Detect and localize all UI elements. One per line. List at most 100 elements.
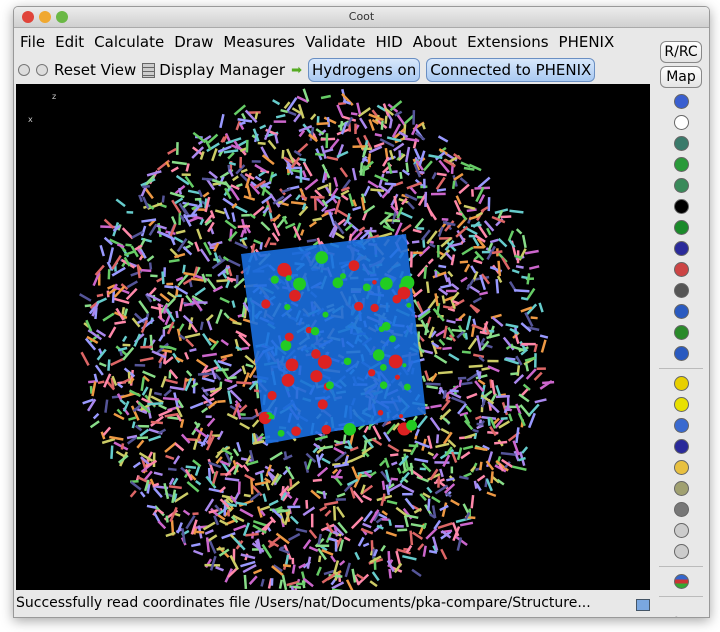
menu-extensions[interactable]: Extensions [467, 33, 549, 51]
bond [462, 445, 474, 451]
ligand-fit-icon[interactable] [673, 346, 689, 361]
menu-edit[interactable]: Edit [55, 33, 85, 51]
map-button[interactable]: Map [660, 66, 702, 88]
bond [164, 441, 177, 453]
phenix-connection-button[interactable]: Connected to PHENIX [426, 58, 596, 82]
bond [447, 439, 457, 448]
bond [317, 547, 327, 561]
bond [221, 531, 236, 540]
bond [108, 247, 115, 263]
menu-validate[interactable]: Validate [305, 33, 366, 51]
bond [158, 361, 163, 369]
add-atom-icon[interactable] [673, 418, 689, 433]
flag-icon[interactable] [673, 574, 689, 589]
bond [161, 195, 165, 203]
rotamer-green-icon[interactable] [673, 157, 689, 172]
bond [414, 131, 426, 141]
bond [472, 428, 479, 433]
bond [383, 220, 392, 230]
toolbar-back-icon[interactable] [18, 64, 30, 76]
bond [184, 377, 193, 392]
edit-chi-icon[interactable] [673, 304, 689, 319]
jiggle-fit-icon[interactable] [673, 220, 689, 235]
bond [161, 348, 173, 354]
bond [456, 330, 465, 339]
menu-file[interactable]: File [20, 33, 46, 51]
toolbar-stop-icon[interactable] [36, 64, 48, 76]
radiation-icon[interactable] [673, 397, 689, 412]
triangle-more-icon[interactable] [673, 199, 689, 214]
minimize-button[interactable] [39, 11, 51, 23]
bond [417, 543, 425, 551]
close-button[interactable] [22, 11, 34, 23]
zoom-button[interactable] [56, 11, 68, 23]
bond [315, 128, 325, 136]
menu-hid[interactable]: HID [375, 33, 403, 51]
reset-view-button[interactable]: Reset View [54, 61, 137, 79]
redo-icon[interactable] [673, 544, 689, 559]
bond [191, 382, 199, 388]
bond [286, 580, 300, 587]
bond [437, 370, 453, 375]
sphere-refine-icon[interactable] [673, 94, 689, 109]
menu-draw[interactable]: Draw [174, 33, 214, 51]
menu-calculate[interactable]: Calculate [94, 33, 165, 51]
bond [349, 446, 359, 452]
trash-icon[interactable] [673, 502, 689, 517]
menu-about[interactable]: About [412, 33, 458, 51]
bond [466, 372, 478, 382]
menu-measures[interactable]: Measures [223, 33, 295, 51]
backrub-icon[interactable] [673, 241, 689, 256]
add-box-icon[interactable] [673, 460, 689, 475]
bond [217, 255, 224, 263]
anchor-icon[interactable] [673, 136, 689, 151]
bond [191, 297, 203, 312]
rotate-translate-icon[interactable] [673, 283, 689, 298]
bond [524, 356, 536, 362]
bond [241, 238, 247, 248]
bond [470, 265, 477, 274]
display-manager-button[interactable]: Display Manager [142, 61, 285, 79]
undo-icon[interactable] [673, 523, 689, 538]
add-terminal-icon[interactable] [673, 439, 689, 454]
bond [254, 163, 267, 173]
rrc-button[interactable]: R/RC [660, 41, 702, 63]
bond [369, 580, 378, 588]
bond [173, 492, 189, 503]
play-icon[interactable]: ▷ [676, 613, 687, 617]
side-chain-icon[interactable] [673, 325, 689, 340]
bond [359, 162, 364, 176]
stamp-icon[interactable] [673, 481, 689, 496]
bond [485, 478, 493, 492]
torsion-icon[interactable] [673, 262, 689, 277]
bond [478, 461, 483, 471]
clock-icon[interactable] [673, 115, 689, 130]
bond [470, 325, 476, 338]
flip-icon[interactable] [673, 178, 689, 193]
bond [414, 440, 431, 449]
bond [520, 322, 532, 333]
bond [450, 291, 460, 302]
bond [217, 265, 231, 277]
bond [392, 142, 405, 152]
menu-phenix[interactable]: PHENIX [558, 33, 615, 51]
bond [464, 433, 476, 439]
bond [185, 338, 195, 348]
bond [245, 139, 249, 153]
bond [231, 175, 239, 182]
bond [497, 237, 508, 248]
bond [491, 316, 504, 327]
bond [438, 148, 448, 156]
map-blob [285, 275, 292, 282]
bond [428, 326, 435, 339]
bond [113, 441, 129, 451]
bond [210, 367, 217, 380]
radiation-small-icon[interactable] [673, 376, 689, 391]
bond [265, 482, 271, 491]
bond [208, 539, 217, 554]
bond [176, 522, 183, 534]
bond [233, 524, 247, 532]
bond [291, 564, 296, 574]
hydrogens-toggle[interactable]: Hydrogens on [307, 58, 421, 82]
